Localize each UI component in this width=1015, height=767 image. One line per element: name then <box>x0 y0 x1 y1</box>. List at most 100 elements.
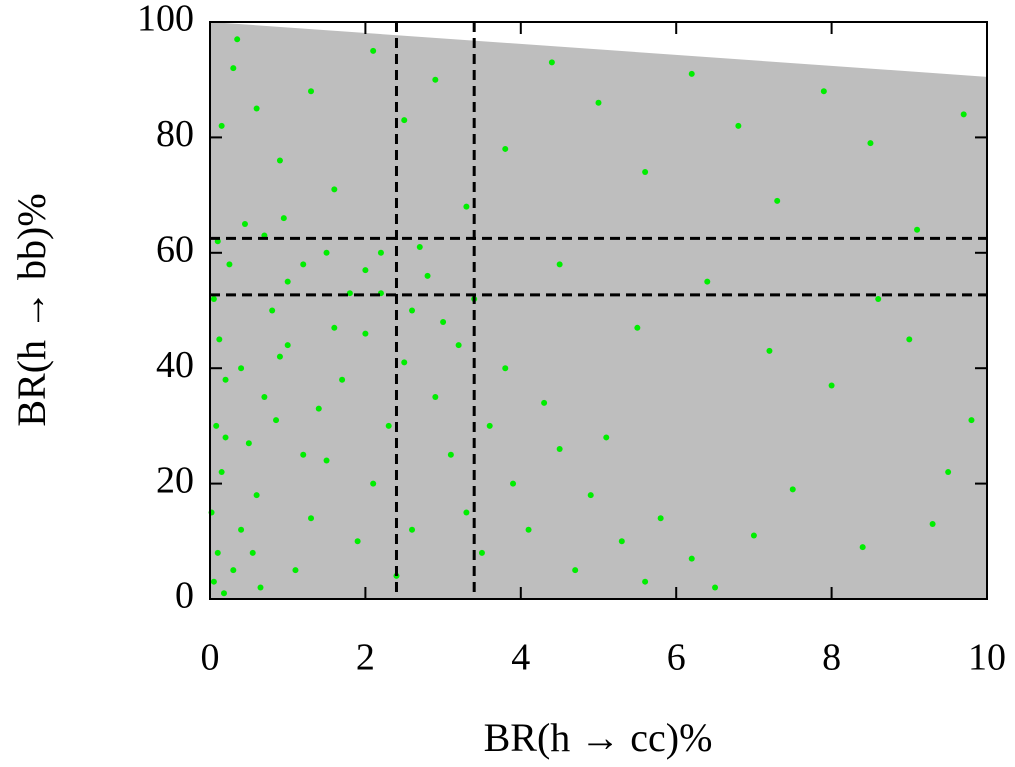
x-tick-label: 2 <box>356 637 375 679</box>
point <box>238 526 245 533</box>
point <box>214 549 221 556</box>
point <box>308 515 315 522</box>
point <box>362 330 369 337</box>
point <box>463 509 470 516</box>
point <box>280 215 287 222</box>
x-axis-label: BR(h → cc)% <box>484 715 713 760</box>
point <box>253 105 260 112</box>
point <box>688 70 695 77</box>
point <box>766 347 773 354</box>
point <box>642 578 649 585</box>
y-tick-label: 20 <box>156 459 194 501</box>
point <box>230 65 237 72</box>
point <box>774 197 781 204</box>
point <box>220 590 227 597</box>
point <box>346 290 353 297</box>
point <box>210 295 217 302</box>
point <box>688 555 695 562</box>
point <box>253 492 260 499</box>
point <box>241 220 248 227</box>
point <box>226 261 233 268</box>
point <box>704 278 711 285</box>
point <box>315 405 322 412</box>
point <box>331 324 338 331</box>
point <box>308 88 315 95</box>
point <box>216 336 223 343</box>
point <box>867 140 874 147</box>
point <box>595 99 602 106</box>
point <box>331 186 338 193</box>
point <box>440 319 447 326</box>
point <box>234 36 241 43</box>
x-tick-label: 0 <box>201 637 220 679</box>
point <box>339 376 346 383</box>
point <box>370 47 377 54</box>
point <box>875 295 882 302</box>
point <box>634 324 641 331</box>
point <box>712 584 719 591</box>
x-tick-label: 4 <box>511 637 530 679</box>
point <box>218 469 225 476</box>
point <box>455 342 462 349</box>
point <box>906 336 913 343</box>
point <box>486 422 493 429</box>
point <box>525 526 532 533</box>
point <box>284 278 291 285</box>
point <box>642 169 649 176</box>
point <box>409 526 416 533</box>
point <box>859 544 866 551</box>
point <box>968 417 975 424</box>
point <box>502 145 509 152</box>
point <box>218 122 225 129</box>
point <box>249 549 256 556</box>
point <box>257 584 264 591</box>
point <box>300 451 307 458</box>
point <box>238 365 245 372</box>
point <box>548 59 555 66</box>
point <box>222 376 229 383</box>
point <box>432 394 439 401</box>
point <box>213 422 220 429</box>
point <box>478 549 485 556</box>
point <box>416 244 423 251</box>
point <box>284 342 291 349</box>
point <box>945 469 952 476</box>
point <box>377 249 384 256</box>
point <box>541 399 548 406</box>
point <box>323 249 330 256</box>
point <box>269 307 276 314</box>
point <box>735 122 742 129</box>
point <box>750 532 757 539</box>
y-tick-label: 0 <box>175 575 194 617</box>
y-tick-label: 40 <box>156 344 194 386</box>
plot-frame <box>209 21 988 600</box>
point <box>960 111 967 118</box>
point <box>354 538 361 545</box>
point <box>385 422 392 429</box>
x-tick-label: 8 <box>822 637 841 679</box>
point <box>210 578 217 585</box>
point <box>230 567 237 574</box>
point <box>510 480 517 487</box>
point <box>261 394 268 401</box>
point <box>362 267 369 274</box>
point <box>222 434 229 441</box>
point <box>401 359 408 366</box>
point <box>618 538 625 545</box>
point <box>828 382 835 389</box>
allowed-region <box>210 22 987 599</box>
y-tick-label: 100 <box>137 0 194 40</box>
point <box>502 365 509 372</box>
y-tick-label: 60 <box>156 229 194 271</box>
point <box>276 353 283 360</box>
point <box>447 451 454 458</box>
point <box>401 117 408 124</box>
point <box>929 520 936 527</box>
y-tick-label: 80 <box>156 113 194 155</box>
point <box>424 272 431 279</box>
point <box>276 157 283 164</box>
point <box>273 417 280 424</box>
point <box>463 203 470 210</box>
point <box>323 457 330 464</box>
